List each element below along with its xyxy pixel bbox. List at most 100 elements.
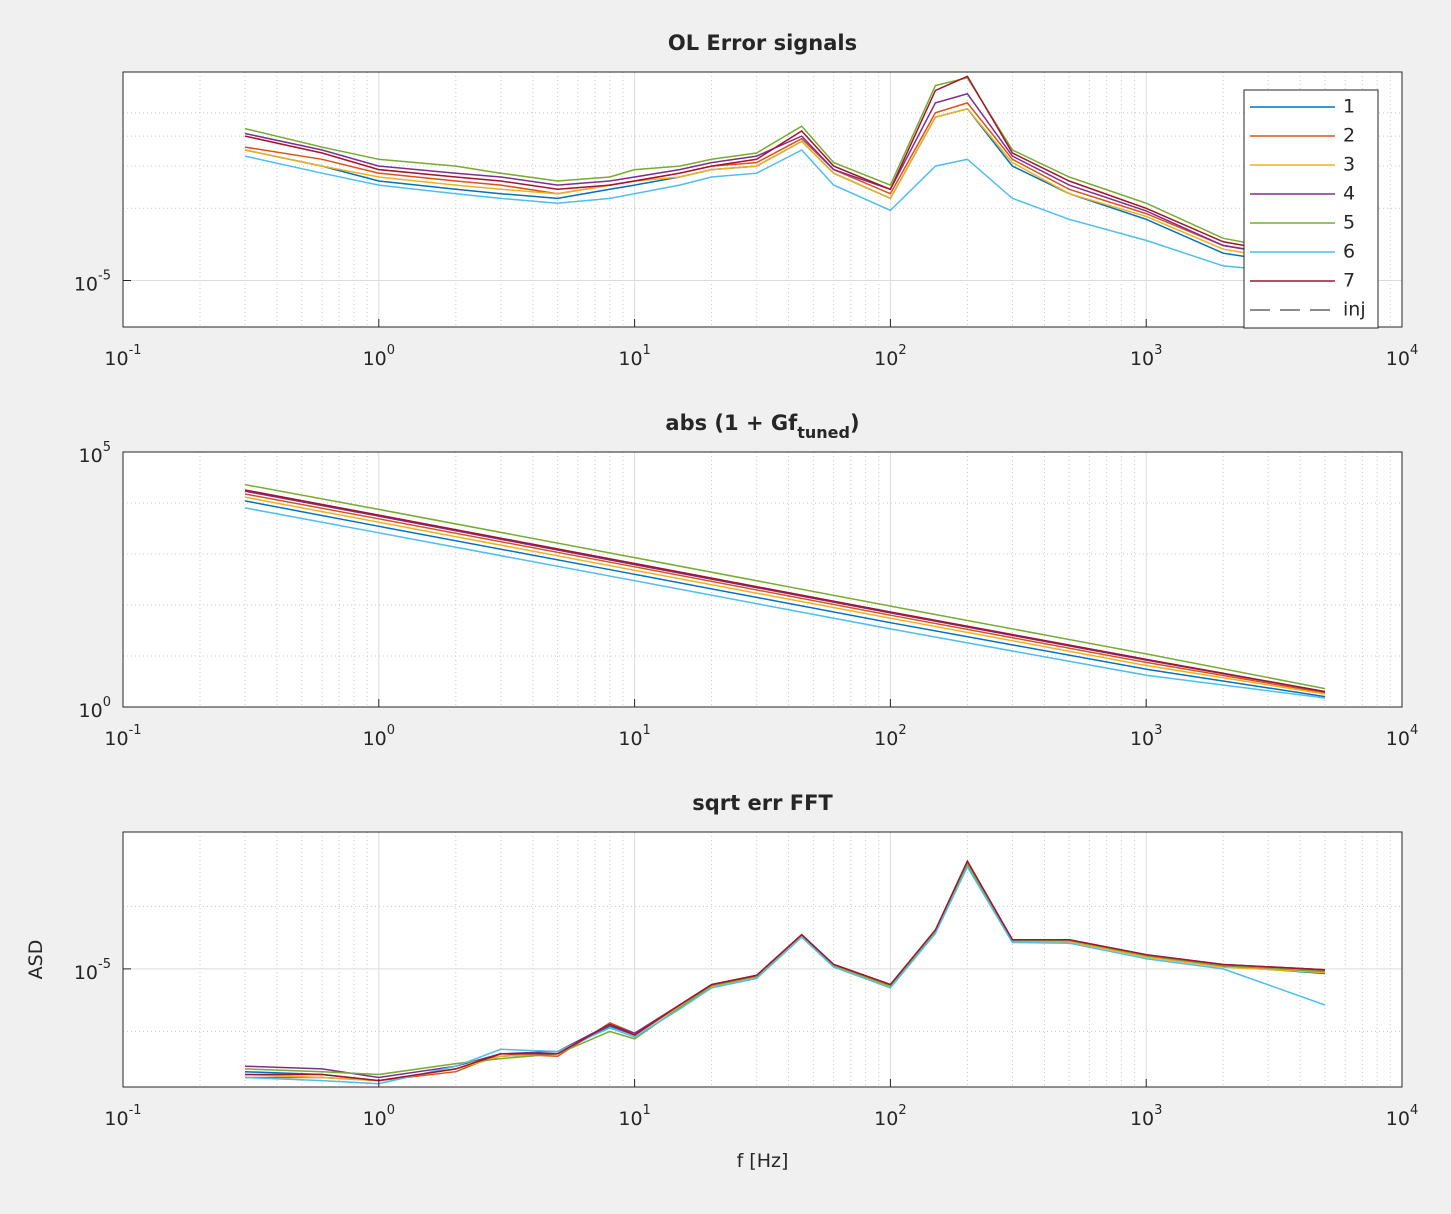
x-tick-label-exponent: 4 xyxy=(1410,343,1418,358)
axes-box xyxy=(122,831,1403,1088)
chart-title: OL Error signals xyxy=(668,31,857,55)
series-line xyxy=(244,507,1326,699)
plot-area xyxy=(123,452,1402,707)
title-suffix: ) xyxy=(850,411,860,435)
y-tick-label-base: 10 xyxy=(74,273,98,295)
series-line xyxy=(244,489,1326,693)
legend-label: 6 xyxy=(1343,241,1355,263)
x-tick-label: 10-1 xyxy=(104,343,141,370)
title-text: abs (1 + Gf xyxy=(665,411,798,435)
series-line xyxy=(244,107,1326,267)
x-tick-label-base: 10 xyxy=(618,728,642,750)
x-tick-label-base: 10 xyxy=(363,728,387,750)
series-line xyxy=(244,149,1326,277)
y-tick-label: 10-5 xyxy=(74,956,111,983)
x-tick-label: 103 xyxy=(1130,723,1162,750)
x-tick-label-base: 10 xyxy=(618,348,642,370)
x-axis-label: f [Hz] xyxy=(737,1150,789,1172)
x-tick-label-base: 10 xyxy=(874,728,898,750)
series-line xyxy=(245,859,1326,1082)
x-tick-label: 102 xyxy=(874,343,906,370)
chart-title: abs (1 + Gftuned) xyxy=(665,411,859,442)
legend-label: 2 xyxy=(1343,125,1355,147)
y-tick-label: 105 xyxy=(79,440,111,467)
x-tick-label: 104 xyxy=(1386,723,1418,750)
x-tick-label: 102 xyxy=(874,1103,906,1130)
x-tick-label-exponent: 4 xyxy=(1410,723,1418,738)
x-tick-label-exponent: 2 xyxy=(898,1103,906,1118)
y-axis-label: ASD xyxy=(25,940,47,980)
x-tick-label: 100 xyxy=(363,343,395,370)
title-subscript: tuned xyxy=(797,423,850,442)
x-tick-label: 104 xyxy=(1386,1103,1418,1130)
legend-label: inj xyxy=(1343,299,1366,321)
legend-label: 3 xyxy=(1343,154,1355,176)
series-line xyxy=(244,102,1326,265)
x-tick-label-base: 10 xyxy=(1386,1108,1410,1130)
plot-area xyxy=(123,72,1402,327)
x-tick-label-exponent: 1 xyxy=(643,343,651,358)
y-tick-label-base: 10 xyxy=(74,961,98,983)
x-tick-label-base: 10 xyxy=(104,348,128,370)
y-tick-label-exponent: -5 xyxy=(98,956,111,971)
title-text: OL Error signals xyxy=(668,31,857,55)
x-tick-label-base: 10 xyxy=(618,1108,642,1130)
x-tick-label: 101 xyxy=(618,723,650,750)
x-tick-label: 100 xyxy=(363,1103,395,1130)
x-tick-label: 10-1 xyxy=(104,1103,141,1130)
y-tick-label-base: 10 xyxy=(79,700,103,722)
x-tick-label-base: 10 xyxy=(874,348,898,370)
x-tick-label-base: 10 xyxy=(1386,728,1410,750)
x-tick-label-exponent: 2 xyxy=(898,343,906,358)
x-tick-label-base: 10 xyxy=(363,348,387,370)
plot-area xyxy=(123,832,1402,1087)
y-tick-label-exponent: 5 xyxy=(103,440,111,455)
series-line xyxy=(244,496,1326,695)
x-tick-label-base: 10 xyxy=(1386,348,1410,370)
x-tick-label-exponent: 0 xyxy=(387,723,395,738)
x-tick-label-base: 10 xyxy=(1130,728,1154,750)
x-tick-label-exponent: -1 xyxy=(129,723,142,738)
x-tick-label-exponent: 2 xyxy=(898,723,906,738)
y-tick-label: 100 xyxy=(79,695,111,722)
x-tick-label-exponent: 1 xyxy=(643,723,651,738)
x-tick-label-base: 10 xyxy=(874,1108,898,1130)
x-tick-label: 102 xyxy=(874,723,906,750)
series-line xyxy=(244,865,1326,1085)
x-tick-label-exponent: -1 xyxy=(129,343,142,358)
series-line xyxy=(244,493,1326,694)
x-tick-label: 101 xyxy=(618,343,650,370)
x-tick-label-exponent: 3 xyxy=(1154,723,1162,738)
y-tick-label: 10-5 xyxy=(74,268,111,295)
x-tick-label-base: 10 xyxy=(1130,1108,1154,1130)
x-tick-label: 104 xyxy=(1386,343,1418,370)
y-tick-label-exponent: 0 xyxy=(103,695,111,710)
x-tick-label-exponent: 0 xyxy=(387,343,395,358)
x-tick-label-base: 10 xyxy=(104,728,128,750)
x-tick-label: 103 xyxy=(1130,1103,1162,1130)
x-tick-label-exponent: 3 xyxy=(1154,1103,1162,1118)
axes-box xyxy=(122,451,1403,708)
chart-title: sqrt err FFT xyxy=(692,791,833,815)
series-line xyxy=(244,500,1326,698)
x-tick-label: 100 xyxy=(363,723,395,750)
series-line xyxy=(244,92,1326,263)
axes-box xyxy=(122,71,1403,328)
x-tick-label: 101 xyxy=(618,1103,650,1130)
x-tick-label-exponent: 0 xyxy=(387,1103,395,1118)
y-tick-label-exponent: -5 xyxy=(98,268,111,283)
x-tick-label: 103 xyxy=(1130,343,1162,370)
x-tick-label-exponent: 4 xyxy=(1410,1103,1418,1118)
legend-label: 5 xyxy=(1343,212,1355,234)
x-tick-label-exponent: -1 xyxy=(129,1103,142,1118)
legend-label: 7 xyxy=(1343,270,1355,292)
x-tick-label-base: 10 xyxy=(1130,348,1154,370)
legend-label: 1 xyxy=(1343,96,1355,118)
x-tick-label-exponent: 3 xyxy=(1154,343,1162,358)
legend-label: 4 xyxy=(1343,183,1355,205)
series-line xyxy=(244,76,1326,259)
x-tick-label-base: 10 xyxy=(363,1108,387,1130)
x-tick-label-exponent: 1 xyxy=(643,1103,651,1118)
x-tick-label-base: 10 xyxy=(104,1108,128,1130)
